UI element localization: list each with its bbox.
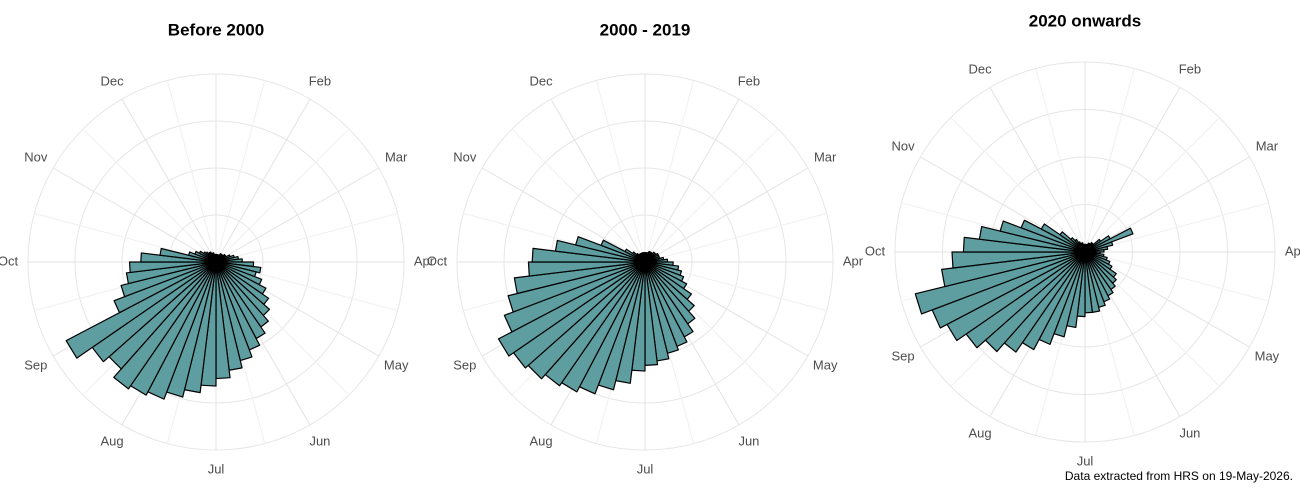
grid-spoke	[52, 167, 217, 263]
x-tick-label: Nov	[24, 150, 48, 165]
x-tick-label: Jun	[1179, 425, 1200, 440]
chart-title: 2020 onwards	[1029, 11, 1141, 30]
caption: Data extracted from HRS on 19-May-2026.	[1065, 469, 1293, 483]
grid-spoke	[644, 212, 827, 263]
x-tick-label: Oct	[0, 253, 18, 268]
x-tick-label: Aug	[969, 425, 992, 440]
grid-spoke	[644, 80, 695, 263]
grid-spoke	[1084, 156, 1250, 253]
grid-spoke	[1084, 251, 1269, 302]
grid-spoke	[644, 128, 779, 263]
grid-spoke	[215, 167, 380, 263]
x-tick-label: May	[1255, 348, 1280, 363]
x-tick-label: Aug	[101, 434, 124, 449]
x-tick-label: Feb	[309, 73, 331, 88]
x-tick-label: Apr	[414, 253, 435, 268]
grid-spoke	[1084, 68, 1135, 253]
x-tick-label: Nov	[453, 150, 477, 165]
grid-spoke	[644, 98, 740, 263]
grid-spoke	[34, 212, 217, 263]
x-tick-label: Sep	[892, 348, 915, 363]
grid-spoke	[215, 80, 266, 263]
chart-title: Before 2000	[168, 20, 264, 39]
x-tick-label: Nov	[892, 139, 916, 154]
x-tick-label: Sep	[453, 357, 476, 372]
chart-title: 2000 - 2019	[600, 20, 691, 39]
x-tick-label: Apr	[1285, 243, 1300, 258]
grid-spoke	[1084, 251, 1250, 348]
x-tick-label: Jul	[208, 461, 225, 476]
x-tick-label: Dec	[969, 62, 993, 77]
x-tick-label: Feb	[1179, 62, 1201, 77]
grid-spoke	[989, 87, 1086, 253]
x-tick-label: Mar	[385, 150, 408, 165]
x-tick-label: Jul	[637, 461, 654, 476]
grid-spoke	[215, 98, 311, 263]
x-tick-label: Mar	[814, 150, 837, 165]
grid-spoke	[82, 128, 217, 263]
x-tick-label: Mar	[1256, 139, 1279, 154]
x-tick-label: Feb	[738, 73, 760, 88]
grid-spoke	[1084, 117, 1220, 253]
bar	[643, 252, 646, 263]
grid-spoke	[166, 80, 217, 263]
x-tick-label: Sep	[24, 357, 47, 372]
x-tick-label: Apr	[843, 253, 864, 268]
x-tick-label: Jul	[1077, 453, 1094, 468]
grid-spoke	[550, 98, 646, 263]
bar	[214, 253, 217, 263]
x-tick-label: Oct	[865, 243, 886, 258]
grid-spoke	[511, 128, 646, 263]
bar	[1083, 243, 1086, 253]
grid-spoke	[121, 98, 217, 263]
grid-spoke	[950, 117, 1086, 253]
x-tick-label: Jun	[738, 434, 759, 449]
grid-spoke	[595, 80, 646, 263]
grid-spoke	[215, 128, 350, 263]
x-tick-label: May	[813, 357, 838, 372]
grid-spoke	[1035, 68, 1086, 253]
x-tick-label: Jun	[309, 434, 330, 449]
x-tick-label: May	[384, 357, 409, 372]
grid-spoke	[1084, 202, 1269, 253]
x-tick-label: Aug	[530, 434, 553, 449]
x-tick-label: Dec	[101, 73, 125, 88]
x-tick-label: Oct	[427, 253, 448, 268]
grid-spoke	[481, 167, 646, 263]
grid-spoke	[644, 167, 809, 263]
grid-spoke	[215, 212, 398, 263]
grid-spoke	[1084, 87, 1181, 253]
x-tick-label: Dec	[530, 73, 554, 88]
